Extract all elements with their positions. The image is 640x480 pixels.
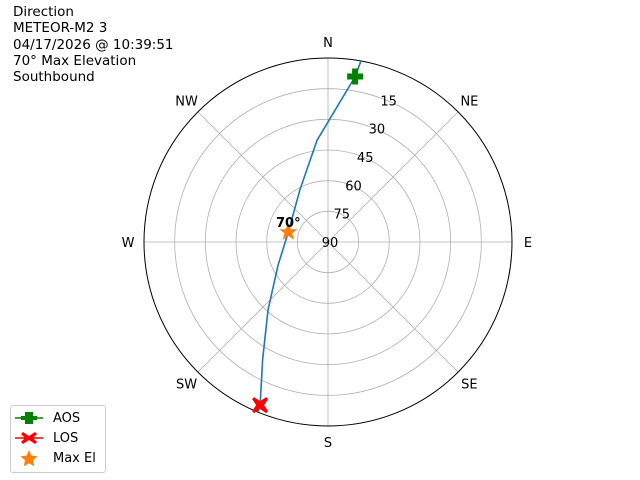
compass-label-e: E <box>524 236 532 251</box>
polar-frame <box>143 57 513 427</box>
compass-label-se: SE <box>461 377 477 392</box>
radial-tick-label: 30 <box>369 123 386 138</box>
radial-tick-label: 45 <box>357 151 374 166</box>
compass-label-n: N <box>323 36 333 51</box>
title-line: 04/17/2026 @ 10:39:51 <box>13 36 174 53</box>
compass-label-w: W <box>122 236 135 251</box>
compass-label-nw: NW <box>175 95 198 110</box>
grid-ring <box>296 210 360 274</box>
star-marker-icon <box>20 450 38 467</box>
legend-label: LOS <box>53 430 79 446</box>
legend-label: Max El <box>53 450 96 466</box>
max-elevation-annotation: 70° <box>276 216 301 231</box>
max-el-marker <box>279 223 298 240</box>
x-marker-icon <box>15 432 43 444</box>
legend: AOS LOS Max El <box>10 405 106 473</box>
compass-label-ne: NE <box>460 95 478 110</box>
legend-label: AOS <box>53 410 81 426</box>
title-line: Southbound <box>13 69 95 86</box>
title-line: 70° Max Elevation <box>13 52 137 69</box>
plus-marker-icon <box>15 412 43 424</box>
compass-label-sw: SW <box>176 377 197 392</box>
grid-ring <box>266 180 390 304</box>
radial-tick-label: 60 <box>345 179 362 194</box>
title-line: Direction <box>13 4 74 20</box>
compass-label-s: S <box>324 436 332 451</box>
grid-ring <box>235 149 421 335</box>
legend-item-aos: AOS <box>11 408 80 428</box>
legend-item-los: LOS <box>11 428 78 448</box>
chart-title: Direction METEOR-M2 3 04/17/2026 @ 10:39… <box>13 4 174 85</box>
grid-ring <box>174 88 482 396</box>
title-line: METEOR-M2 3 <box>13 20 108 37</box>
radial-tick-label: 15 <box>380 94 397 109</box>
pass-track <box>257 60 362 413</box>
grid-ring <box>204 118 452 366</box>
radial-tick-label: 90 <box>322 236 339 251</box>
radial-tick-label: 75 <box>333 208 350 223</box>
legend-item-max-el: Max El <box>11 448 96 468</box>
los-marker <box>252 397 269 414</box>
aos-marker <box>347 68 364 85</box>
